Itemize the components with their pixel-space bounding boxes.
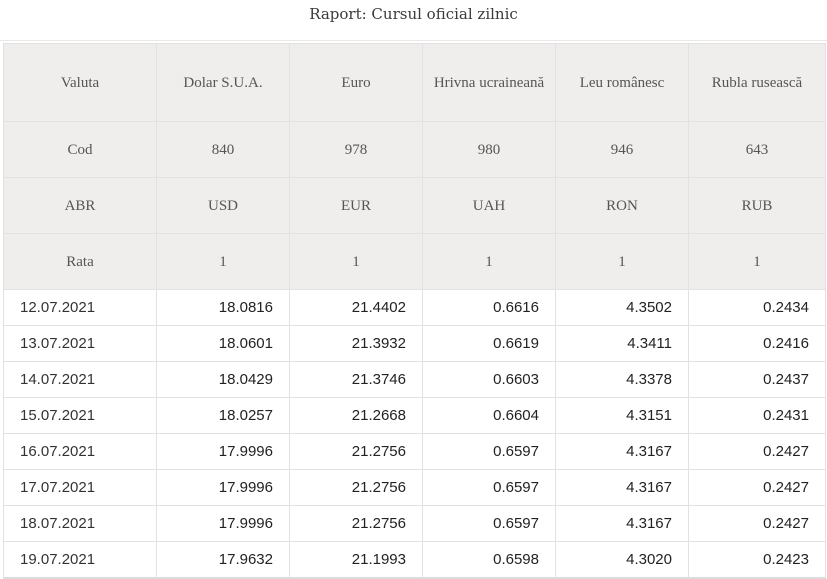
header-cell: Dolar S.U.A.: [156, 43, 290, 122]
rate-cell: 0.2427: [688, 433, 826, 470]
rate-cell: 17.9996: [156, 469, 290, 506]
rate-cell: 21.1993: [289, 541, 423, 579]
rate-cell: 0.6597: [422, 505, 556, 542]
rate-cell: 17.9632: [156, 541, 290, 579]
rate-cell: 21.3932: [289, 325, 423, 362]
rate-cell: 21.2756: [289, 433, 423, 470]
rate-cell: 4.3167: [555, 505, 689, 542]
header-cell: EUR: [289, 177, 423, 234]
header-row-label: Rata: [3, 233, 157, 290]
rate-cell: 0.2431: [688, 397, 826, 434]
table-row: 12.07.2021 18.0816 21.4402 0.6616 4.3502 0.24…: [3, 289, 826, 326]
header-cell: 980: [422, 121, 556, 178]
header-row-label: Cod: [3, 121, 157, 178]
header-row-label: ABR: [3, 177, 157, 234]
rate-cell: 0.2416: [688, 325, 826, 362]
rate-cell: 21.3746: [289, 361, 423, 398]
rate-cell: 0.2427: [688, 469, 826, 506]
rate-cell: 0.6619: [422, 325, 556, 362]
header-cell: RUB: [688, 177, 826, 234]
date-cell: 17.07.2021: [3, 469, 157, 506]
rate-cell: 4.3502: [555, 289, 689, 326]
rate-cell: 21.2756: [289, 505, 423, 542]
header-cell: 1: [688, 233, 826, 290]
header-cell: 1: [156, 233, 290, 290]
rate-cell: 4.3411: [555, 325, 689, 362]
table-row: 16.07.2021 17.9996 21.2756 0.6597 4.3167 0.24…: [3, 433, 826, 470]
header-row: Rata 1 1 1 1 1: [3, 233, 826, 290]
rate-cell: 0.6616: [422, 289, 556, 326]
header-cell: 978: [289, 121, 423, 178]
date-cell: 16.07.2021: [3, 433, 157, 470]
rate-cell: 0.6603: [422, 361, 556, 398]
rate-cell: 21.2756: [289, 469, 423, 506]
date-cell: 13.07.2021: [3, 325, 157, 362]
rate-cell: 18.0257: [156, 397, 290, 434]
rate-cell: 0.6598: [422, 541, 556, 579]
rate-cell: 0.2437: [688, 361, 826, 398]
date-cell: 18.07.2021: [3, 505, 157, 542]
header-cell: 1: [555, 233, 689, 290]
header-cell: Hrivna ucraineană: [422, 43, 556, 122]
rate-cell: 18.0816: [156, 289, 290, 326]
date-cell: 14.07.2021: [3, 361, 157, 398]
exchange-rate-table: Valuta Dolar S.U.A. Euro Hrivna ucraineană L…: [3, 43, 826, 579]
header-cell: Leu românesc: [555, 43, 689, 122]
report-title: Raport: Cursul oficial zilnic: [309, 5, 518, 23]
rate-cell: 4.3167: [555, 469, 689, 506]
header-cell: UAH: [422, 177, 556, 234]
table-row: 18.07.2021 17.9996 21.2756 0.6597 4.3167 0.24…: [3, 505, 826, 542]
table-row: 15.07.2021 18.0257 21.2668 0.6604 4.3151 0.24…: [3, 397, 826, 434]
table-row: 14.07.2021 18.0429 21.3746 0.6603 4.3378 0.24…: [3, 361, 826, 398]
header-cell: USD: [156, 177, 290, 234]
header-cell: 946: [555, 121, 689, 178]
header-row: Valuta Dolar S.U.A. Euro Hrivna ucraineană L…: [3, 43, 826, 122]
rate-cell: 21.4402: [289, 289, 423, 326]
rate-cell: 4.3167: [555, 433, 689, 470]
rate-cell: 17.9996: [156, 505, 290, 542]
header-row: ABR USD EUR UAH RON RUB: [3, 177, 826, 234]
rate-cell: 17.9996: [156, 433, 290, 470]
date-cell: 19.07.2021: [3, 541, 157, 579]
rate-cell: 21.2668: [289, 397, 423, 434]
header-cell: RON: [555, 177, 689, 234]
rate-cell: 0.2434: [688, 289, 826, 326]
rate-cell: 18.0601: [156, 325, 290, 362]
header-cell: 1: [289, 233, 423, 290]
table-row: 13.07.2021 18.0601 21.3932 0.6619 4.3411 0.24…: [3, 325, 826, 362]
date-cell: 12.07.2021: [3, 289, 157, 326]
date-cell: 15.07.2021: [3, 397, 157, 434]
title-divider: [0, 40, 827, 41]
header-cell: Rubla rusească: [688, 43, 826, 122]
rate-cell: 0.2427: [688, 505, 826, 542]
table-row: 17.07.2021 17.9996 21.2756 0.6597 4.3167 0.24…: [3, 469, 826, 506]
table-row: 19.07.2021 17.9632 21.1993 0.6598 4.3020 0.24…: [3, 541, 826, 579]
rate-cell: 4.3378: [555, 361, 689, 398]
rate-cell: 4.3151: [555, 397, 689, 434]
header-cell: 1: [422, 233, 556, 290]
rate-cell: 4.3020: [555, 541, 689, 579]
rate-cell: 0.6597: [422, 469, 556, 506]
header-row: Cod 840 978 980 946 643: [3, 121, 826, 178]
rate-cell: 18.0429: [156, 361, 290, 398]
rate-cell: 0.2423: [688, 541, 826, 579]
header-cell: Euro: [289, 43, 423, 122]
rate-cell: 0.6597: [422, 433, 556, 470]
header-cell: 840: [156, 121, 290, 178]
header-cell: 643: [688, 121, 826, 178]
rate-cell: 0.6604: [422, 397, 556, 434]
header-row-label: Valuta: [3, 43, 157, 122]
